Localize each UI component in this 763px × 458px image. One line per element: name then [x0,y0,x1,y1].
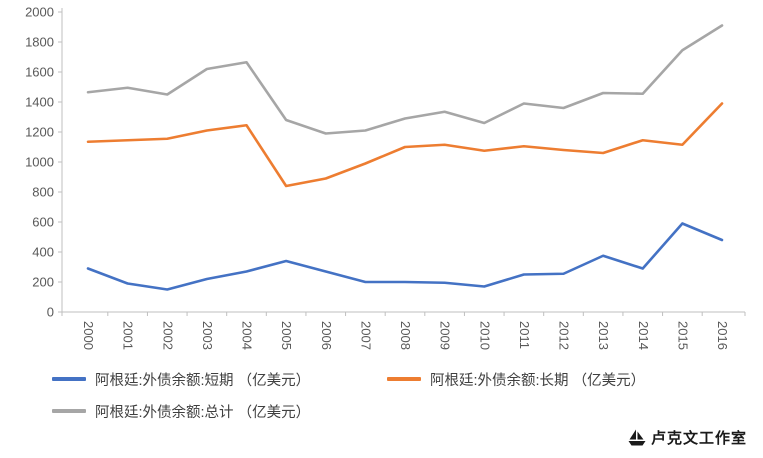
x-axis-label: 2015 [675,321,690,350]
x-axis-label: 2009 [438,321,453,350]
legend-item-0: 阿根廷:外债余额:短期 （亿美元） [52,368,387,390]
x-axis-label: 2012 [557,321,572,350]
y-axis-label: 1200 [25,125,54,140]
y-axis-label: 200 [32,275,54,290]
chart-legend: 阿根廷:外债余额:短期 （亿美元） 阿根廷:外债余额:长期 （亿美元） 阿根廷:外债… [52,368,752,422]
line-chart: 0 200 400 600 800 1000 1200 1400 1600 1800 2000 200… [25,5,746,350]
x-axis-label: 2016 [715,321,730,350]
x-axis-label: 2002 [160,321,175,350]
legend-item-2: 阿根廷:外债余额:总计 （亿美元） [52,400,387,422]
x-axis-label: 2008 [398,321,413,350]
y-axis-label: 400 [32,245,54,260]
y-axis-label: 600 [32,215,54,230]
x-axis-label: 2011 [517,321,532,349]
x-axis-label: 2013 [596,321,611,350]
y-axis-label: 1800 [25,35,54,50]
sailboat-icon [628,429,646,445]
y-axis-label: 1400 [25,95,54,110]
y-axis-label: 800 [32,185,54,200]
legend-swatch-2 [52,409,86,413]
legend-label-0: 阿根廷:外债余额:短期 （亿美元） [95,372,311,389]
legend-swatch-1 [387,377,421,381]
y-axis-label: 1600 [25,65,54,80]
series-line-2 [86,24,724,135]
series-line-1 [86,102,724,188]
x-axis-label: 2014 [636,321,651,350]
x-axis-label: 2004 [240,321,255,350]
legend-label-1: 阿根廷:外债余额:长期 （亿美元） [430,372,646,389]
legend-swatch-0 [52,377,86,381]
x-axis-label: 2010 [477,321,492,350]
legend-item-1: 阿根廷:外债余额:长期 （亿美元） [387,368,722,390]
x-axis-label: 2003 [200,321,215,350]
x-axis-label: 2006 [319,321,334,350]
y-axis-label: 1000 [25,155,54,170]
x-axis-label: 2001 [121,321,136,350]
x-axis-label: 2007 [358,321,373,350]
legend-label-2: 阿根廷:外债余额:总计 （亿美元） [95,404,311,421]
watermark-text: 卢克文工作室 [650,430,747,447]
x-axis-label: 2000 [81,321,96,350]
y-axis-label: 2000 [25,5,54,20]
y-axis-label: 0 [47,305,54,320]
series-line-0 [86,222,724,291]
watermark: 卢克文工作室 [627,427,747,448]
x-axis-label: 2005 [279,321,294,350]
